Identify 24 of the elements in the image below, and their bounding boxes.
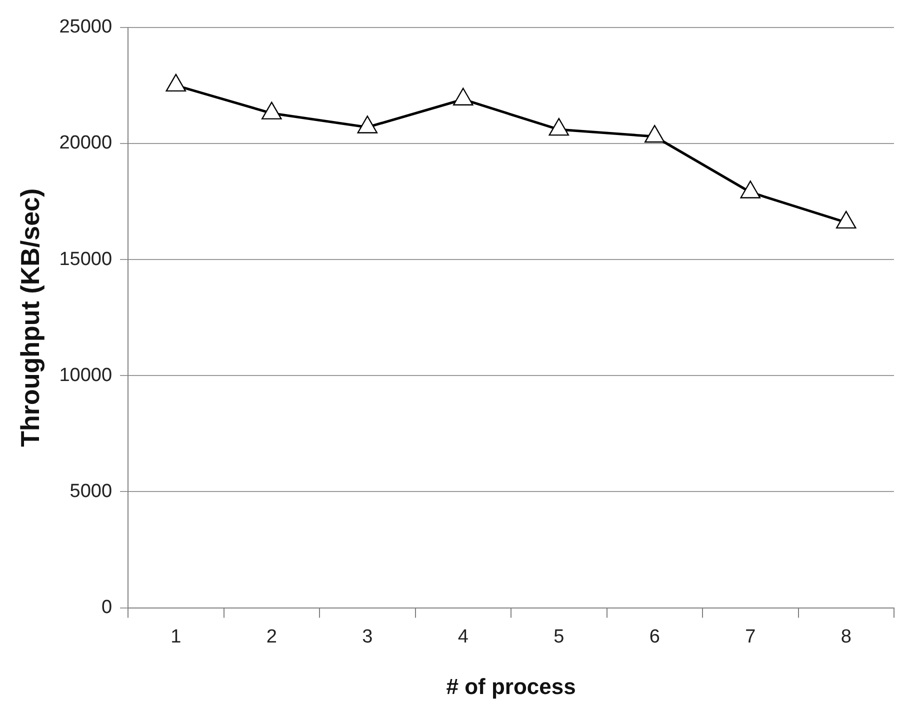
point [262,102,282,120]
y-tick-label: 15000 [59,248,112,270]
y-tick-label: 0 [101,597,112,618]
y-tick-label: 25000 [59,16,112,38]
y-tick-label: 10000 [59,364,112,386]
point [740,180,761,198]
point [453,88,474,106]
x-tick-label: 4 [458,626,469,648]
x-tick-label: 3 [362,626,373,648]
y-tick-label: 20000 [59,132,112,154]
point [836,210,856,229]
x-axis-title: # of process [446,674,576,699]
y-tick-label: 5000 [70,480,112,502]
x-tick-label: 7 [745,626,756,648]
point [548,118,570,136]
x-tick-label: 8 [840,626,852,648]
point [166,74,186,92]
x-tick-label: 5 [554,626,564,648]
point [644,124,665,143]
x-tick-label: 1 [170,626,182,648]
y-axis-title: Throughput (KB/sec) [14,188,45,447]
x-tick-label: 6 [649,626,660,648]
x-tick-label: 2 [266,626,277,648]
point [357,116,378,134]
